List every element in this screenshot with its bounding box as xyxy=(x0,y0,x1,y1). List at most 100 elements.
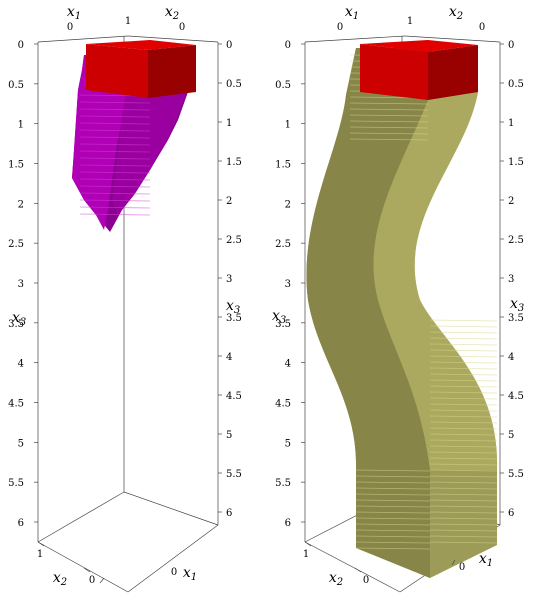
z-tick-label: 6 xyxy=(18,518,24,529)
layer-line xyxy=(79,101,151,104)
layer-line xyxy=(429,343,498,346)
layer-line xyxy=(349,114,429,117)
right-red-cap xyxy=(360,40,478,100)
right-x2-title-top: x2 xyxy=(449,4,463,22)
layer-line xyxy=(355,469,431,472)
left-x1-title-top: x1 xyxy=(67,4,81,22)
layer-line xyxy=(349,102,429,105)
layer-line xyxy=(429,469,498,472)
left-red-cap xyxy=(86,40,196,98)
layer-line xyxy=(79,115,151,118)
z-tick-label: 2.5 xyxy=(508,235,524,246)
layer-line xyxy=(429,475,498,478)
left-top-tick-0b: 0 xyxy=(179,22,185,33)
layer-line xyxy=(355,481,431,484)
z-tick-label: 5.5 xyxy=(275,478,291,489)
layer-line xyxy=(349,120,429,123)
z-tick-label: 5 xyxy=(18,438,24,449)
layer-line xyxy=(355,517,431,520)
layer-line xyxy=(429,481,498,484)
layer-line xyxy=(429,505,498,508)
layer-line xyxy=(355,475,431,478)
layer-line xyxy=(429,445,498,448)
layer-line xyxy=(429,421,498,424)
layer-line xyxy=(429,367,498,370)
layer-line xyxy=(355,487,431,490)
z-tick-label: 1 xyxy=(18,120,24,131)
left-top-tick-1: 1 xyxy=(125,16,131,27)
layer-line xyxy=(429,391,498,394)
right-panel: 0 0.5 1 1.5 2 2.5 3 3.5 4 4.5 5 5.5 6 0 0.5 1 1.5 2 2.5 3 3… xyxy=(272,4,524,593)
left-x1-title-bottom: x1 xyxy=(183,565,197,583)
layer-line xyxy=(355,493,431,496)
layer-line xyxy=(355,547,431,550)
right-bottom-x2-ticks xyxy=(304,541,456,573)
z-tick-label: 0.5 xyxy=(8,80,24,91)
layer-line xyxy=(429,319,498,322)
z-tick-label: 0.5 xyxy=(508,79,524,90)
layer-line xyxy=(429,373,498,376)
z-tick-label: 4.5 xyxy=(508,391,524,402)
left-x3-title-right: x3 xyxy=(226,298,240,316)
right-x1-title-top: x1 xyxy=(345,4,359,22)
layer-line xyxy=(355,523,431,526)
layer-line xyxy=(355,505,431,508)
z-tick-label: 4 xyxy=(285,359,291,370)
layer-line xyxy=(79,136,151,139)
z-tick-label: 0.5 xyxy=(275,80,291,91)
right-top-tick-0b: 0 xyxy=(479,22,485,33)
z-tick-label: 0 xyxy=(18,40,24,51)
layer-line xyxy=(429,511,498,514)
z-tick-label: 6 xyxy=(285,518,291,529)
layer-line xyxy=(429,463,498,466)
left-x2-title-top: x2 xyxy=(165,4,179,22)
layer-line xyxy=(349,108,429,111)
layer-line xyxy=(79,213,151,216)
z-tick-label: 4.5 xyxy=(226,391,242,402)
right-top-tick-1: 1 xyxy=(407,16,413,27)
left-x3-title-left: x3 xyxy=(12,310,26,328)
right-solid-body xyxy=(306,48,498,578)
layer-line xyxy=(79,199,151,202)
z-tick-label: 5.5 xyxy=(8,478,24,489)
layer-line xyxy=(349,138,429,141)
layer-line xyxy=(429,427,498,430)
z-tick-label: 5 xyxy=(285,438,291,449)
z-tick-label: 3.5 xyxy=(275,319,291,330)
right-z-ticks-right: 0 0.5 1 1.5 2 2.5 3 3.5 4 4.5 5 5.5 6 xyxy=(500,40,524,519)
z-tick-label: 2.5 xyxy=(8,239,24,250)
layer-line xyxy=(79,108,151,111)
z-tick-label: 4.5 xyxy=(275,399,291,410)
layer-line xyxy=(355,541,431,544)
z-tick-label: 3 xyxy=(18,279,24,290)
layer-line xyxy=(429,379,498,382)
layer-line xyxy=(429,541,498,544)
layer-line xyxy=(429,403,498,406)
layer-line xyxy=(429,451,498,454)
layer-line xyxy=(429,523,498,526)
z-tick-label: 5.5 xyxy=(508,469,524,480)
right-x1-title-bottom: x1 xyxy=(479,551,493,569)
z-tick-label: 1.5 xyxy=(8,160,24,171)
layer-line xyxy=(429,331,498,334)
layer-line xyxy=(429,439,498,442)
z-tick-label: 1.5 xyxy=(508,157,524,168)
right-x2-tick-1: 1 xyxy=(303,549,309,560)
z-tick-label: 4 xyxy=(18,359,24,370)
layer-line xyxy=(429,355,498,358)
z-tick-label: 3.5 xyxy=(508,313,524,324)
layer-line xyxy=(79,185,151,188)
layer-line xyxy=(349,126,429,129)
layer-line xyxy=(79,129,151,132)
layer-line xyxy=(429,493,498,496)
z-tick-label: 1 xyxy=(285,120,291,131)
right-top-tick-0: 0 xyxy=(337,22,343,33)
layer-line xyxy=(355,535,431,538)
layer-line xyxy=(429,529,498,532)
layer-line xyxy=(429,535,498,538)
z-tick-label: 5 xyxy=(226,430,232,441)
z-tick-label: 2.5 xyxy=(275,239,291,250)
layer-line xyxy=(79,143,151,146)
right-x3-title-right: x3 xyxy=(510,296,524,314)
